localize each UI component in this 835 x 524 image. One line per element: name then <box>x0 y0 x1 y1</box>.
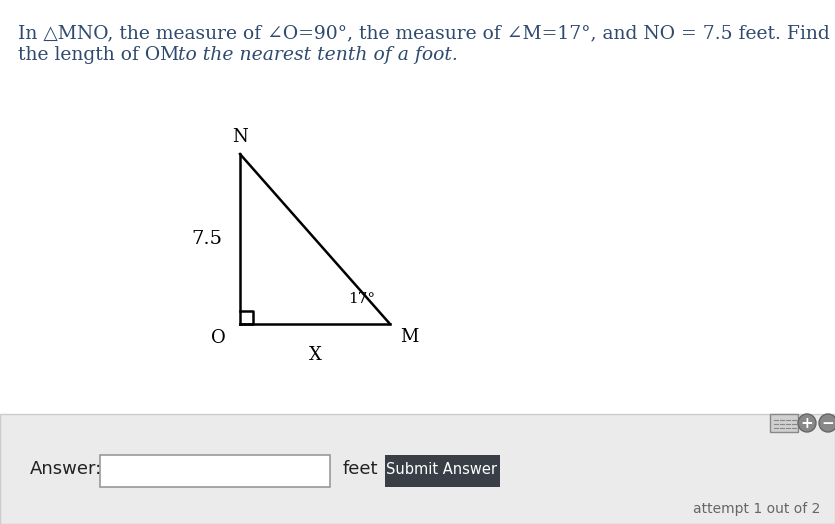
Bar <box>100 455 330 487</box>
Text: +: + <box>801 416 813 431</box>
Text: feet: feet <box>343 460 378 478</box>
Text: 17°: 17° <box>348 292 375 306</box>
Bar <box>0 414 835 524</box>
Text: to the nearest tenth of a foot.: to the nearest tenth of a foot. <box>178 46 458 64</box>
Text: N: N <box>232 128 248 146</box>
Circle shape <box>798 414 816 432</box>
Text: the length of OM: the length of OM <box>18 46 185 64</box>
Bar <box>770 414 798 432</box>
Text: Answer:: Answer: <box>30 460 102 478</box>
Text: X: X <box>309 346 321 364</box>
Text: −: − <box>822 416 834 431</box>
Bar <box>385 455 500 487</box>
Text: In △MNO, the measure of ∠O=90°, the measure of ∠M=17°, and NO = 7.5 feet. Find: In △MNO, the measure of ∠O=90°, the meas… <box>18 24 830 42</box>
Text: 7.5: 7.5 <box>191 230 222 248</box>
Text: M: M <box>400 328 418 346</box>
Text: Submit Answer: Submit Answer <box>387 462 498 476</box>
Text: attempt 1 out of 2: attempt 1 out of 2 <box>692 502 820 516</box>
Text: O: O <box>211 329 226 347</box>
Circle shape <box>819 414 835 432</box>
